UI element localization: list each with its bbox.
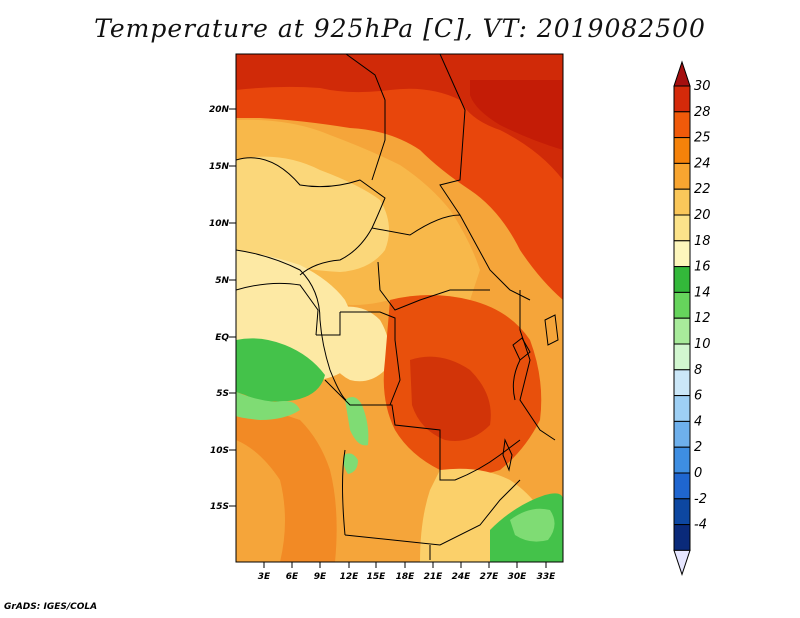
temperature-contour-24-south	[236, 440, 285, 562]
border-line	[316, 312, 341, 336]
lat-tick-label: 10N	[209, 219, 230, 229]
lon-tick-label: 6E	[286, 572, 299, 582]
colorbar-label: 8	[694, 363, 702, 378]
border-line	[324, 379, 441, 460]
temperature-contour-14-angola-island	[343, 453, 358, 474]
temperature-contour-14-angola-coast	[345, 396, 369, 446]
border-line	[377, 261, 490, 311]
lat-tick-label: 10S	[210, 446, 229, 456]
lat-tick-label: 15S	[210, 502, 229, 512]
border-line	[439, 439, 521, 481]
colorbar-label: 12	[694, 311, 711, 326]
latitude-axis: 20N 15N 10N 5N EQ 5S 10S 15S	[209, 105, 236, 512]
colorbar-segment	[673, 291, 691, 319]
lat-tick-label: 20N	[209, 105, 230, 115]
colorbar-segment	[673, 214, 691, 242]
colorbar-max-triangle	[673, 60, 691, 87]
colorbar-segment	[673, 395, 691, 422]
colorbar-segment	[673, 266, 691, 293]
colorbar-label: 2	[694, 440, 702, 455]
lon-tick-label: 24E	[452, 572, 472, 582]
colorbar-label: -4	[694, 518, 707, 533]
lon-tick-label: 21E	[424, 572, 444, 582]
temperature-contour-16-westcoast	[236, 338, 325, 402]
colorbar-segment	[673, 111, 691, 139]
lat-tick-label: 5N	[215, 276, 229, 286]
colorbar-segment	[673, 524, 691, 551]
temperature-contour-14-southeast	[510, 508, 555, 542]
border-line	[439, 54, 466, 216]
colorbar-segment	[673, 369, 691, 397]
lon-tick-label: 3E	[258, 572, 271, 582]
colorbar-segment	[673, 240, 691, 268]
colorbar-segment	[673, 162, 691, 190]
border-line	[299, 227, 373, 276]
border-line	[519, 290, 556, 441]
colorbar-segment	[673, 317, 691, 345]
colorbar-label: -2	[694, 492, 707, 507]
colorbar-label: 30	[694, 79, 711, 94]
lat-tick-label: 5S	[216, 389, 229, 399]
longitude-axis: 3E 6E 9E 12E 15E 18E 21E 24E 27E 30E 33E	[258, 562, 556, 582]
lat-tick-label: EQ	[215, 333, 229, 343]
lon-tick-label: 27E	[480, 572, 500, 582]
country-borders	[236, 54, 559, 560]
colorbar-label: 22	[694, 182, 711, 197]
colorbar-label: 25	[694, 131, 711, 146]
colorbar-min-triangle	[673, 549, 691, 576]
colorbar-segment	[673, 420, 691, 448]
colorbar-label: 24	[694, 156, 711, 171]
border-line	[371, 214, 531, 301]
lon-tick-label: 12E	[340, 572, 360, 582]
colorbar-segment	[673, 343, 691, 371]
border-line	[344, 479, 521, 546]
colorbar-segment	[673, 137, 691, 164]
lake-outline	[544, 314, 559, 346]
border-line	[342, 449, 346, 536]
colorbar-segment	[673, 472, 691, 500]
lat-tick-label: 15N	[209, 162, 230, 172]
lake-outline	[512, 337, 531, 361]
map-frame	[235, 53, 564, 563]
temperature-contour-20-west	[236, 156, 389, 272]
lon-tick-label: 18E	[396, 572, 416, 582]
border-line	[345, 54, 386, 181]
temperature-contour-hot-ne	[470, 80, 563, 150]
colorbar-segment	[673, 85, 691, 113]
temperature-contour-14-westcoast	[236, 392, 300, 420]
border-line	[512, 359, 521, 401]
colorbar-label: 28	[694, 105, 711, 120]
border-line	[236, 157, 386, 229]
colorbar-label: 4	[694, 414, 702, 429]
colorbar-label: 18	[694, 234, 711, 249]
colorbar-label: 20	[694, 208, 711, 223]
lon-tick-label: 33E	[537, 572, 557, 582]
colorbar-segment	[673, 498, 691, 526]
colorbar-segment	[673, 446, 691, 474]
colorbar-label: 16	[694, 260, 711, 275]
map-title: Temperature at 925hPa [C], VT: 201908250…	[94, 14, 706, 43]
lon-tick-label: 15E	[367, 572, 387, 582]
border-line	[236, 282, 319, 336]
colorbar-label: 10	[694, 337, 711, 352]
temperature-contour-30-central	[410, 356, 491, 441]
colorbar-label: 0	[694, 466, 702, 481]
colorbar-label: 14	[694, 285, 711, 300]
colorbar-label: 6	[694, 389, 702, 404]
border-line	[340, 311, 401, 406]
coastline	[236, 249, 347, 401]
lon-tick-label: 9E	[314, 572, 327, 582]
lake-outline	[502, 438, 513, 472]
lon-tick-label: 30E	[508, 572, 528, 582]
colorbar-segment	[673, 188, 691, 216]
grads-credit: GrADS: IGES/COLA	[4, 602, 98, 612]
temperature-contour-18-centre	[325, 306, 389, 382]
